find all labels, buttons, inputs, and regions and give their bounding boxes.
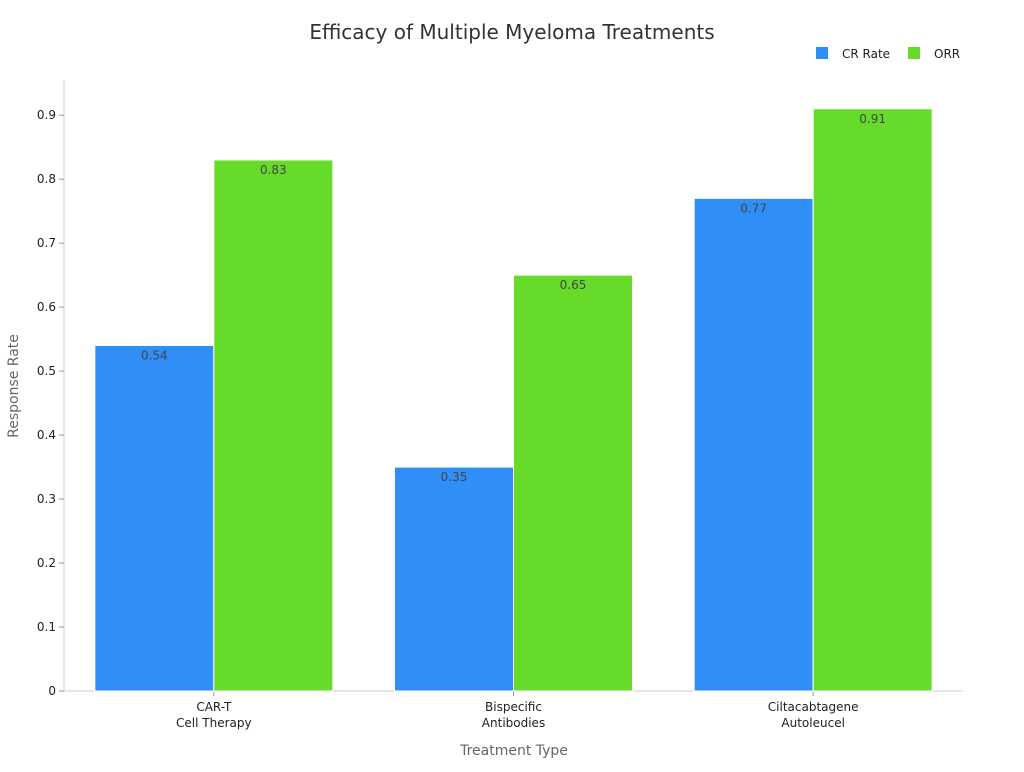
y-tick-label: 0 bbox=[48, 684, 56, 698]
legend-swatch-orr bbox=[908, 47, 920, 59]
legend-label-cr-rate: CR Rate bbox=[842, 47, 890, 61]
value-labels: 0.54 0.83 0.35 0.65 0.77 0.91 bbox=[141, 112, 886, 484]
y-tick-label: 0.3 bbox=[37, 492, 56, 506]
data-label-cr-rate: 0.35 bbox=[441, 470, 468, 484]
y-axis-title: Response Rate bbox=[6, 334, 22, 438]
y-tick-label: 0.2 bbox=[37, 556, 56, 570]
bar-cr-rate bbox=[693, 197, 814, 692]
x-tick-label: Antibodies bbox=[482, 716, 545, 730]
bar-cr-rate bbox=[394, 466, 514, 692]
x-tick-label: Autoleucel bbox=[781, 716, 845, 730]
y-tick-label: 0.1 bbox=[37, 620, 56, 634]
y-tick-label: 0.5 bbox=[37, 364, 56, 378]
axes: 0 0.1 0.2 0.3 0.4 0.5 0.6 0.7 0.8 0.9 CAR-T Cell Th… bbox=[37, 80, 963, 730]
bar-orr bbox=[213, 159, 334, 692]
data-label-orr: 0.65 bbox=[560, 278, 587, 292]
y-tick-label: 0.7 bbox=[37, 236, 56, 250]
x-tick-label: CAR-T bbox=[196, 700, 232, 714]
data-label-cr-rate: 0.77 bbox=[740, 201, 767, 215]
data-label-cr-rate: 0.54 bbox=[141, 349, 168, 363]
legend: CR Rate ORR bbox=[816, 47, 960, 61]
bars bbox=[94, 108, 933, 692]
data-label-orr: 0.83 bbox=[260, 163, 287, 177]
y-tick-label: 0.8 bbox=[37, 172, 56, 186]
legend-swatch-cr-rate bbox=[816, 47, 828, 59]
data-label-orr: 0.91 bbox=[859, 112, 886, 126]
y-tick-label: 0.9 bbox=[37, 108, 56, 122]
y-tick-label: 0.6 bbox=[37, 300, 56, 314]
x-tick-label: Ciltacabtagene bbox=[768, 700, 859, 714]
y-tick-label: 0.4 bbox=[37, 428, 56, 442]
bar-orr bbox=[812, 108, 933, 692]
legend-label-orr: ORR bbox=[934, 47, 960, 61]
bar-cr-rate bbox=[94, 345, 215, 692]
x-tick-label: Bispecific bbox=[485, 700, 542, 714]
x-tick-label: Cell Therapy bbox=[176, 716, 252, 730]
bar-orr bbox=[513, 274, 633, 692]
chart-title: Efficacy of Multiple Myeloma Treatments bbox=[309, 20, 714, 44]
x-axis-title: Treatment Type bbox=[459, 743, 568, 759]
